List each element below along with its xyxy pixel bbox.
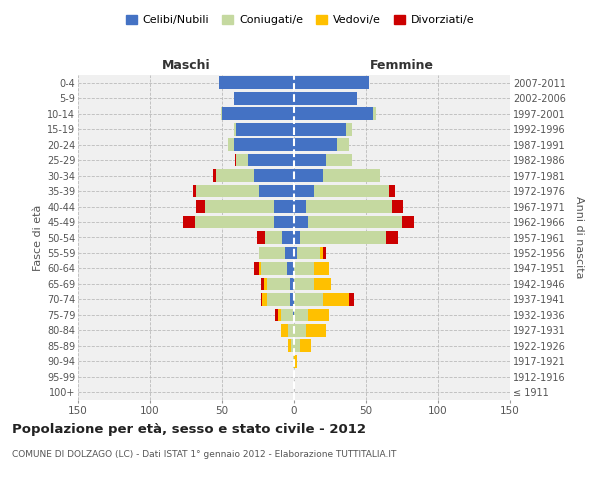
Bar xyxy=(294,184,314,198)
Bar xyxy=(300,231,386,244)
Bar xyxy=(196,200,205,213)
Bar xyxy=(196,184,259,198)
Bar xyxy=(300,340,311,352)
Bar xyxy=(248,154,294,166)
Bar xyxy=(236,123,294,136)
Bar xyxy=(294,200,305,213)
Bar xyxy=(236,154,248,166)
Bar xyxy=(294,324,305,336)
Bar xyxy=(320,246,323,260)
Bar xyxy=(287,262,294,275)
Bar xyxy=(389,184,395,198)
Bar xyxy=(286,246,294,260)
Bar xyxy=(323,293,349,306)
Bar xyxy=(283,231,294,244)
Bar xyxy=(293,308,294,321)
Bar xyxy=(288,340,291,352)
Legend: Celibi/Nubili, Coniugati/e, Vedovi/e, Divorziati/e: Celibi/Nubili, Coniugati/e, Vedovi/e, Di… xyxy=(121,10,479,30)
Bar xyxy=(288,324,294,336)
Bar xyxy=(183,216,194,228)
Bar xyxy=(216,169,254,182)
Bar xyxy=(261,278,264,290)
Bar xyxy=(294,355,297,368)
Bar xyxy=(266,293,290,306)
Bar xyxy=(259,246,286,260)
Bar xyxy=(278,308,281,321)
Bar xyxy=(214,169,216,182)
Y-axis label: Anni di nascita: Anni di nascita xyxy=(574,196,584,279)
Bar xyxy=(373,108,376,120)
Bar xyxy=(294,154,326,166)
Bar xyxy=(290,293,294,306)
Text: COMUNE DI DOLZAGO (LC) - Dati ISTAT 1° gennaio 2012 - Elaborazione TUTTITALIA.IT: COMUNE DI DOLZAGO (LC) - Dati ISTAT 1° g… xyxy=(12,450,397,459)
Bar xyxy=(264,278,266,290)
Bar xyxy=(294,278,314,290)
Bar xyxy=(326,154,352,166)
Bar xyxy=(305,200,392,213)
Bar xyxy=(219,76,294,89)
Bar xyxy=(314,262,329,275)
Bar xyxy=(294,293,323,306)
Bar xyxy=(323,169,380,182)
Text: Maschi: Maschi xyxy=(161,58,211,71)
Bar xyxy=(349,293,355,306)
Bar xyxy=(259,184,294,198)
Bar xyxy=(294,262,314,275)
Bar xyxy=(233,138,294,151)
Bar xyxy=(257,231,265,244)
Bar xyxy=(293,355,294,368)
Bar xyxy=(294,216,308,228)
Bar xyxy=(265,231,283,244)
Bar xyxy=(294,231,300,244)
Bar xyxy=(274,200,294,213)
Bar xyxy=(222,108,294,120)
Bar xyxy=(275,308,278,321)
Bar xyxy=(233,92,294,104)
Bar xyxy=(308,216,402,228)
Bar xyxy=(294,169,323,182)
Bar xyxy=(266,278,290,290)
Bar xyxy=(294,92,358,104)
Bar xyxy=(346,123,352,136)
Bar xyxy=(290,278,294,290)
Bar xyxy=(294,246,297,260)
Bar xyxy=(233,123,236,136)
Bar xyxy=(314,278,331,290)
Bar xyxy=(221,108,222,120)
Bar xyxy=(314,184,389,198)
Bar xyxy=(294,308,308,321)
Bar xyxy=(261,293,262,306)
Y-axis label: Fasce di età: Fasce di età xyxy=(32,204,43,270)
Bar xyxy=(291,340,294,352)
Bar xyxy=(294,138,337,151)
Bar xyxy=(194,216,274,228)
Bar xyxy=(323,246,326,260)
Bar xyxy=(337,138,349,151)
Text: Femmine: Femmine xyxy=(370,58,434,71)
Bar xyxy=(262,293,266,306)
Text: Popolazione per età, sesso e stato civile - 2012: Popolazione per età, sesso e stato civil… xyxy=(12,422,366,436)
Bar xyxy=(259,262,261,275)
Bar xyxy=(193,184,196,198)
Bar xyxy=(235,154,236,166)
Bar xyxy=(254,262,259,275)
Bar xyxy=(274,216,294,228)
Bar xyxy=(228,138,233,151)
Bar xyxy=(294,76,369,89)
Bar xyxy=(281,308,293,321)
Bar xyxy=(281,324,288,336)
Bar xyxy=(261,262,287,275)
Bar xyxy=(254,169,294,182)
Bar xyxy=(205,200,274,213)
Bar xyxy=(386,231,398,244)
Bar xyxy=(294,123,346,136)
Bar xyxy=(392,200,403,213)
Bar xyxy=(402,216,413,228)
Bar xyxy=(305,324,326,336)
Bar xyxy=(297,246,320,260)
Bar xyxy=(294,108,373,120)
Bar xyxy=(308,308,329,321)
Bar xyxy=(294,340,300,352)
